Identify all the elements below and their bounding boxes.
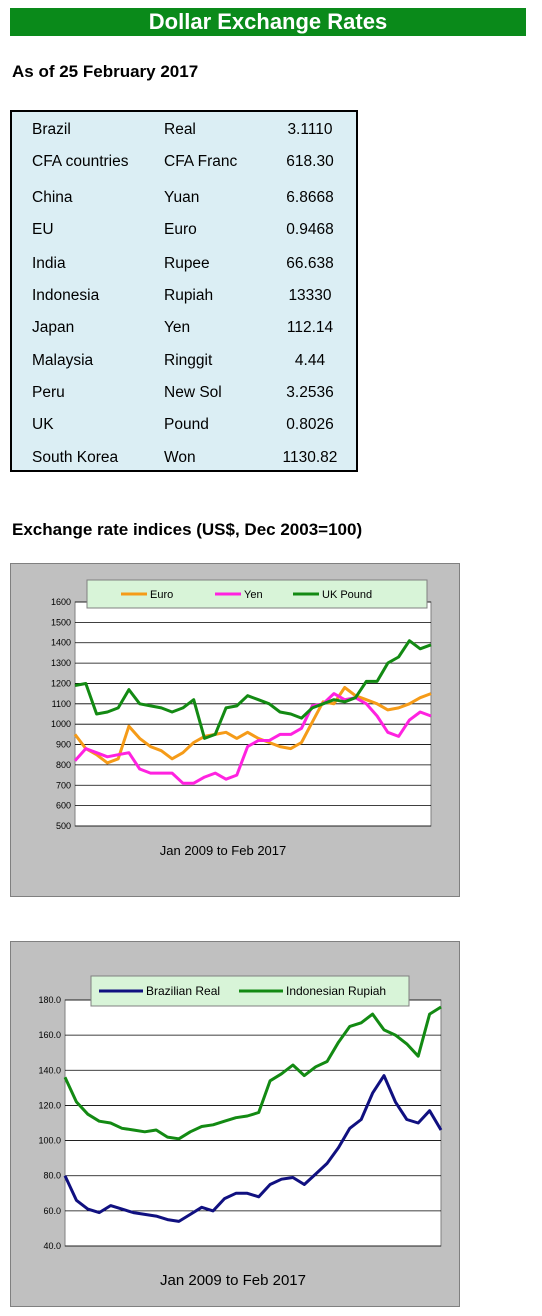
rate-row: CFA countries CFA Franc 618.30: [12, 150, 356, 174]
rate-value: 3.1110: [268, 118, 352, 142]
rate-value: 618.30: [268, 150, 352, 174]
page-title: Dollar Exchange Rates: [149, 9, 387, 34]
rate-country: EU: [32, 218, 54, 242]
rate-value: 3.2536: [268, 381, 352, 405]
y-tick-label: 900: [56, 740, 71, 750]
legend-label: Indonesian Rupiah: [286, 984, 386, 998]
rates-table: Brazil Real 3.1110 CFA countries CFA Franc 61…: [10, 110, 358, 472]
rate-country: Brazil: [32, 118, 71, 142]
legend-label: Yen: [244, 589, 263, 601]
section-title: Exchange rate indices (US$, Dec 2003=100…: [12, 520, 362, 540]
y-tick-label: 1500: [51, 617, 71, 627]
rate-currency: Rupee: [164, 252, 210, 276]
rate-country: Malaysia: [32, 349, 93, 373]
y-tick-label: 140.0: [38, 1065, 61, 1075]
y-tick-label: 100.0: [38, 1136, 61, 1146]
y-tick-label: 120.0: [38, 1100, 61, 1110]
y-tick-label: 800: [56, 760, 71, 770]
rate-country: UK: [32, 413, 54, 437]
legend-label: UK Pound: [322, 589, 372, 601]
chart-1-svg: 500 600 700 800 900 1000 1100 1200 1300 1400 1500 1…: [11, 564, 459, 896]
rate-value: 6.8668: [268, 186, 352, 210]
y-tick-label: 60.0: [43, 1206, 61, 1216]
y-tick-label: 1000: [51, 719, 71, 729]
rate-row: South Korea Won 1130.82: [12, 446, 356, 470]
plot-area: [75, 602, 431, 826]
y-tick-label: 500: [56, 821, 71, 831]
rate-row: India Rupee 66.638: [12, 252, 356, 276]
legend-label: Brazilian Real: [146, 984, 220, 998]
rate-value: 0.9468: [268, 218, 352, 242]
rate-currency: Won: [164, 446, 196, 470]
chart-2-svg: 40.0 60.0 80.0 100.0 120.0 140.0 160.0 180.0 Bra…: [11, 942, 459, 1306]
rate-row: Japan Yen 112.14: [12, 316, 356, 340]
rate-row: Indonesia Rupiah 13330: [12, 284, 356, 308]
x-axis-label: Jan 2009 to Feb 2017: [160, 1272, 306, 1289]
x-axis-label: Jan 2009 to Feb 2017: [160, 843, 287, 858]
y-tick-label: 1300: [51, 658, 71, 668]
rate-value: 4.44: [268, 349, 352, 373]
rate-value: 66.638: [268, 252, 352, 276]
y-tick-label: 40.0: [43, 1241, 61, 1251]
rate-value: 1130.82: [268, 446, 352, 470]
legend-label: Euro: [150, 589, 173, 601]
rate-country: South Korea: [32, 446, 118, 470]
rate-currency: Rupiah: [164, 284, 213, 308]
y-tick-label: 1400: [51, 638, 71, 648]
y-tick-label: 1100: [52, 699, 71, 709]
rate-currency: New Sol: [164, 381, 222, 405]
y-tick-label: 600: [56, 801, 71, 811]
rate-row: Brazil Real 3.1110: [12, 118, 356, 142]
rate-country: Indonesia: [32, 284, 99, 308]
rate-value: 112.14: [268, 316, 352, 340]
rate-value: 0.8026: [268, 413, 352, 437]
rate-row: Peru New Sol 3.2536: [12, 381, 356, 405]
rate-currency: Real: [164, 118, 196, 142]
rate-country: Japan: [32, 316, 74, 340]
rate-currency: CFA Franc: [164, 150, 237, 174]
rate-row: China Yuan 6.8668: [12, 186, 356, 210]
y-tick-label: 1200: [51, 678, 71, 688]
y-tick-label: 180.0: [38, 995, 61, 1005]
rate-currency: Euro: [164, 218, 197, 242]
chart-emerging-currencies: 40.0 60.0 80.0 100.0 120.0 140.0 160.0 180.0 Bra…: [10, 941, 460, 1307]
rate-country: China: [32, 186, 73, 210]
page-title-banner: Dollar Exchange Rates: [10, 8, 526, 36]
rate-row: UK Pound 0.8026: [12, 413, 356, 437]
rate-value: 13330: [268, 284, 352, 308]
rate-country: CFA countries: [32, 150, 129, 174]
y-tick-label: 160.0: [38, 1030, 61, 1040]
rate-currency: Yen: [164, 316, 190, 340]
y-tick-label: 80.0: [43, 1171, 61, 1181]
rate-country: India: [32, 252, 66, 276]
as-of-date: As of 25 February 2017: [12, 62, 198, 82]
rate-row: EU Euro 0.9468: [12, 218, 356, 242]
chart-major-currencies: 500 600 700 800 900 1000 1100 1200 1300 1400 1500 1…: [10, 563, 460, 897]
rate-row: Malaysia Ringgit 4.44: [12, 349, 356, 373]
rate-country: Peru: [32, 381, 65, 405]
rate-currency: Pound: [164, 413, 209, 437]
rate-currency: Ringgit: [164, 349, 212, 373]
rate-currency: Yuan: [164, 186, 199, 210]
y-tick-label: 1600: [51, 597, 71, 607]
y-tick-label: 700: [56, 780, 71, 790]
